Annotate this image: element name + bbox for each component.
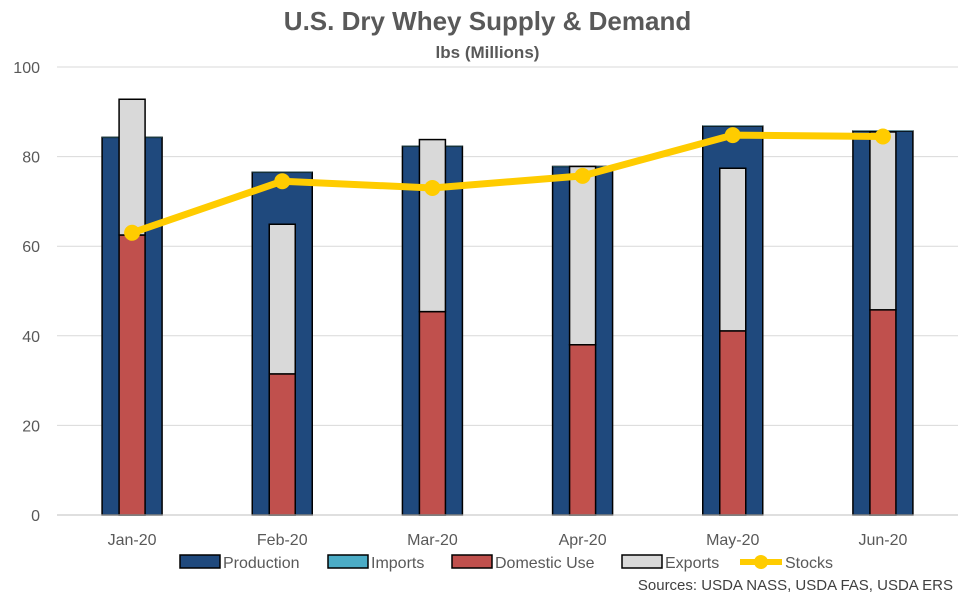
legend-label: Stocks bbox=[785, 555, 833, 572]
exports-bar bbox=[268, 223, 296, 375]
x-tick-label: Mar-20 bbox=[407, 532, 458, 549]
y-tick-label: 80 bbox=[22, 150, 40, 167]
domestic-use-bar bbox=[719, 330, 747, 516]
source-note: Sources: USDA NASS, USDA FAS, USDA ERS bbox=[637, 577, 953, 594]
y-tick-label: 100 bbox=[13, 60, 40, 77]
stocks-point bbox=[424, 179, 441, 196]
y-tick-label: 60 bbox=[22, 239, 40, 256]
stocks-point bbox=[124, 224, 141, 241]
y-tick-label: 20 bbox=[22, 418, 40, 435]
domestic-use-bar bbox=[268, 373, 296, 516]
legend-swatch bbox=[179, 554, 221, 569]
legend-swatch bbox=[451, 554, 493, 569]
stocks-point bbox=[874, 128, 891, 145]
y-tick-label: 0 bbox=[31, 508, 40, 525]
legend-label: Exports bbox=[665, 555, 719, 572]
exports-bar bbox=[719, 167, 747, 332]
legend-label: Domestic Use bbox=[495, 555, 595, 572]
chart-subtitle: lbs (Millions) bbox=[435, 43, 540, 62]
legend-swatch bbox=[327, 554, 369, 569]
x-tick-label: May-20 bbox=[706, 532, 759, 549]
exports-bar bbox=[568, 165, 597, 346]
x-tick-label: Apr-20 bbox=[559, 532, 607, 549]
exports-bar bbox=[869, 131, 897, 311]
domestic-use-bar bbox=[118, 234, 146, 516]
legend-label: Imports bbox=[371, 555, 424, 572]
legend-marker bbox=[754, 555, 768, 569]
x-tick-label: Jun-20 bbox=[858, 532, 907, 549]
chart-title: U.S. Dry Whey Supply & Demand bbox=[283, 6, 692, 36]
exports-bar bbox=[418, 138, 447, 313]
x-tick-label: Feb-20 bbox=[257, 532, 308, 549]
stocks-point bbox=[724, 127, 741, 144]
x-tick-label: Jan-20 bbox=[108, 532, 157, 549]
legend-swatch bbox=[621, 554, 663, 569]
exports-bar bbox=[118, 98, 146, 236]
stocks-point bbox=[274, 173, 291, 190]
stocks-point bbox=[574, 167, 591, 184]
domestic-use-bar bbox=[418, 310, 447, 516]
legend-label: Production bbox=[223, 555, 300, 572]
domestic-use-bar bbox=[869, 309, 897, 516]
domestic-use-bar bbox=[568, 344, 597, 516]
y-tick-label: 40 bbox=[22, 329, 40, 346]
stocks-line bbox=[128, 131, 887, 237]
